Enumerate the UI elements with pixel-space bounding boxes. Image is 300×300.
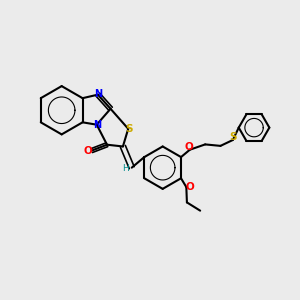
Text: S: S	[230, 132, 237, 142]
Text: N: N	[93, 120, 101, 130]
Text: N: N	[94, 89, 102, 99]
Text: O: O	[186, 182, 194, 191]
Text: O: O	[185, 142, 194, 152]
Text: O: O	[84, 146, 92, 156]
Text: H: H	[122, 164, 129, 173]
Text: S: S	[125, 124, 133, 134]
